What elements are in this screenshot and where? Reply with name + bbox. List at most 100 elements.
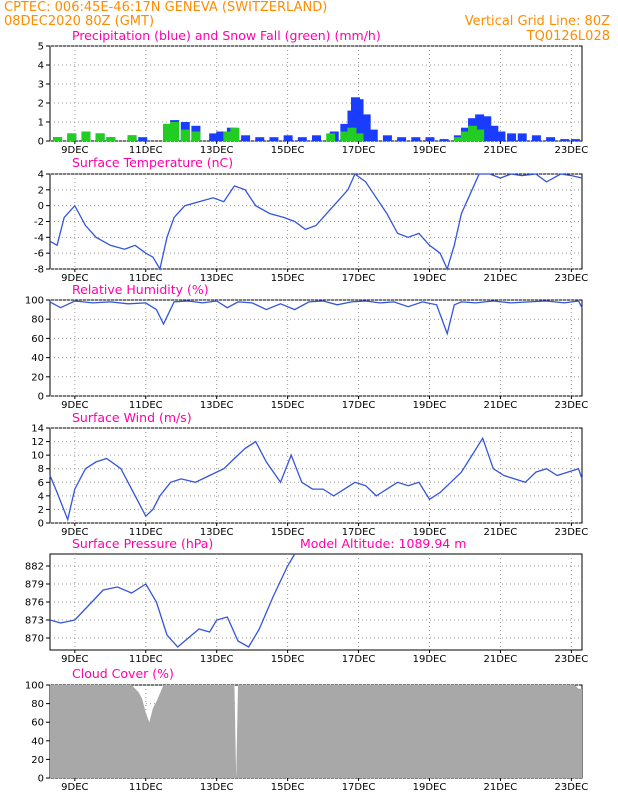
y-tick-label: -4 (34, 233, 44, 244)
precipitation-bar (368, 129, 378, 141)
panel-title: Surface Pressure (hPa) (72, 536, 213, 551)
precipitation-bar (255, 137, 265, 141)
x-tick-label: 23DEC (554, 654, 588, 665)
y-tick-label: -2 (34, 217, 44, 228)
snow-fall-bar (163, 123, 173, 141)
y-tick-label: 882 (25, 562, 44, 573)
y-tick-label: 20 (31, 372, 44, 383)
y-tick-label: 4 (38, 170, 44, 181)
y-tick-label: 1 (38, 118, 44, 129)
snow-fall-bar (347, 127, 357, 141)
panel-title: Cloud Cover (%) (72, 666, 174, 681)
precipitation-bar (439, 139, 449, 141)
x-tick-label: 11DEC (129, 145, 163, 156)
snow-fall-bar (475, 129, 485, 141)
x-tick-label: 19DEC (413, 145, 447, 156)
plot-frame (49, 299, 583, 397)
snow-fall-bar (53, 137, 63, 141)
x-tick-label: 19DEC (413, 400, 447, 411)
panel-surface-temperature-nc: Surface Temperature (nC) -8 -6 -4 -2 0 2 4 9DEC 1… (34, 155, 588, 284)
snow-fall-bar (127, 135, 137, 141)
precipitation-bar (361, 114, 371, 141)
precipitation-bar (297, 137, 307, 141)
precipitation-bar (496, 131, 506, 141)
panel-annotation: Model Altitude: 1089.94 m (300, 536, 466, 551)
precipitation-bar (546, 137, 556, 141)
y-tick-label: 100 (25, 681, 44, 692)
y-tick-label: 60 (31, 334, 44, 345)
x-tick-label: 13DEC (200, 654, 234, 665)
relative-humidity-line (49, 300, 583, 336)
y-tick-label: 12 (31, 437, 44, 448)
y-tick-label: 14 (31, 424, 44, 435)
y-tick-label: 2 (38, 505, 44, 516)
x-tick-label: 9DEC (61, 145, 88, 156)
x-tick-label: 21DEC (484, 273, 518, 284)
x-tick-label: 23DEC (554, 145, 588, 156)
x-tick-label: 17DEC (342, 654, 376, 665)
y-tick-label: 80 (31, 315, 44, 326)
x-tick-label: 17DEC (342, 527, 376, 538)
y-tick-label: 60 (31, 718, 44, 729)
y-tick-label: 2 (38, 185, 44, 196)
snow-fall-bar (81, 131, 91, 141)
header-grid-note: Vertical Grid Line: 80Z (465, 14, 610, 29)
precipitation-bar (482, 116, 492, 141)
x-tick-label: 23DEC (554, 273, 588, 284)
y-tick-label: 879 (25, 580, 44, 591)
x-tick-label: 21DEC (484, 400, 518, 411)
y-tick-label: 6 (38, 478, 44, 489)
x-tick-label: 17DEC (342, 400, 376, 411)
y-tick-label: 2 (38, 99, 44, 110)
precipitation-bar (138, 137, 148, 141)
y-tick-label: 0 (38, 201, 44, 212)
x-tick-label: 13DEC (200, 782, 234, 793)
y-tick-label: 40 (31, 736, 44, 747)
x-tick-label: 11DEC (129, 527, 163, 538)
precipitation-bar (216, 131, 226, 141)
precipitation-bar (425, 137, 435, 141)
y-tick-label: 4 (38, 61, 44, 72)
snow-fall-bar (453, 137, 463, 141)
panel-title: Relative Humidity (%) (72, 282, 209, 297)
y-tick-label: 80 (31, 699, 44, 710)
precipitation-bar (411, 137, 421, 141)
precipitation-bar (354, 99, 364, 141)
y-tick-label: 10 (31, 451, 44, 462)
y-tick-label: 0 (38, 392, 44, 403)
x-tick-label: 9DEC (61, 527, 88, 538)
x-tick-label: 15DEC (271, 145, 305, 156)
y-tick-label: 873 (25, 616, 44, 627)
panel-cloud-cover: Cloud Cover (%) 0 20 40 60 80 100 9DEC 11DEC 13DE… (25, 666, 588, 793)
snow-fall-bar (340, 131, 350, 141)
precipitation-bar (382, 135, 392, 141)
x-tick-label: 15DEC (271, 527, 305, 538)
x-tick-label: 13DEC (200, 145, 234, 156)
x-tick-label: 17DEC (342, 145, 376, 156)
panel-precipitation-blue-and-snow-fall-green-mm-h: Precipitation (blue) and Snow Fall (gree… (38, 28, 589, 156)
x-tick-label: 9DEC (61, 273, 88, 284)
precipitation-bar (489, 125, 499, 141)
precipitation-bar (560, 139, 570, 141)
snow-fall-bar (354, 133, 364, 141)
precipitation-bar (531, 135, 541, 141)
x-tick-label: 11DEC (129, 654, 163, 665)
y-tick-label: 3 (38, 80, 44, 91)
y-tick-label: -8 (34, 265, 44, 276)
precipitation-bar (241, 135, 251, 141)
panel-relative-humidity: Relative Humidity (%) 0 20 40 60 80 100 9DEC 11D… (25, 282, 588, 411)
y-tick-label: 0 (38, 137, 44, 148)
x-tick-label: 11DEC (129, 400, 163, 411)
x-tick-label: 19DEC (413, 654, 447, 665)
x-tick-label: 15DEC (271, 400, 305, 411)
snow-fall-bar (67, 133, 77, 141)
x-tick-label: 21DEC (484, 782, 518, 793)
snow-fall-bar (230, 127, 240, 141)
panel-title: Surface Temperature (nC) (72, 155, 233, 170)
x-tick-label: 23DEC (554, 400, 588, 411)
x-tick-label: 19DEC (413, 782, 447, 793)
snow-fall-bar (180, 129, 190, 141)
y-tick-label: 20 (31, 755, 44, 766)
precipitation-bar (570, 139, 580, 141)
panel-title: Precipitation (blue) and Snow Fall (gree… (72, 28, 381, 43)
